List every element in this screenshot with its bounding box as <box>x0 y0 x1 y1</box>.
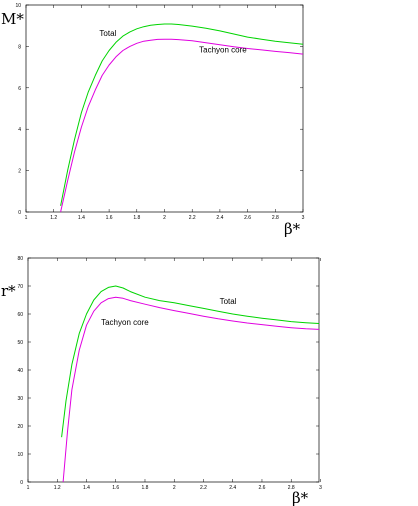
chart-radius: 1 1.2 1.4 1.6 1.8 2 2.2 2.4 2.6 2.8 30102030405060… <box>1 256 322 506</box>
x-tick-label: 2.6 <box>244 215 251 221</box>
x-axis-label: β* <box>292 489 309 506</box>
x-tick-label: 1.6 <box>106 215 113 221</box>
x-tick-label: 2.2 <box>200 485 207 491</box>
y-tick-label: 80 <box>17 256 23 262</box>
series-lines <box>61 285 320 483</box>
annotation-tachyon-core: Tachyon core <box>199 46 247 55</box>
chart-mass: 1 1.2 1.4 1.6 1.8 2 2.2 2.4 2.6 2.8 3 0 2 4 6 8 10 Total… <box>1 3 305 238</box>
y-tick-label: 30 <box>17 396 23 402</box>
x-tick-label: 1.6 <box>112 485 119 491</box>
y-tick-label: 40 <box>17 368 23 374</box>
annotation-tachyon-core: Tachyon core <box>101 318 149 327</box>
y-tick-label: 10 <box>17 452 23 458</box>
x-tick-label: 3 <box>302 215 305 221</box>
x-tick-label: 2.4 <box>216 215 223 221</box>
annotation-total: Total <box>99 29 116 38</box>
x-tick-label: 1 <box>25 215 28 221</box>
x-tick-label: 2 <box>173 485 176 491</box>
series-line-total <box>60 23 304 206</box>
y-tick-label: 20 <box>17 424 23 430</box>
y-tick-label: 70 <box>17 284 23 290</box>
y-tick-label: 6 <box>18 86 21 92</box>
x-tick-label: 1.8 <box>133 215 140 221</box>
x-tick-label: 2.4 <box>229 485 236 491</box>
x-tick-label: 1.2 <box>50 215 57 221</box>
plot-frame <box>27 257 320 483</box>
series-line-tachyon-core <box>60 38 304 213</box>
y-tick-label: 8 <box>18 44 21 50</box>
y-tick-label: 4 <box>18 127 21 133</box>
x-tick-label: 1.2 <box>54 485 61 491</box>
x-tick-label: 1.4 <box>78 215 85 221</box>
annotation-total: Total <box>220 297 237 306</box>
y-tick-label: 10 <box>15 3 21 9</box>
x-tick-label: 1.8 <box>142 485 149 491</box>
annotations: Total Tachyon core <box>101 297 237 327</box>
y-tick-label: 50 <box>17 340 23 346</box>
x-axis-label: β* <box>284 220 301 238</box>
tick-labels: 1 1.2 1.4 1.6 1.8 2 2.2 2.4 2.6 2.8 30102030405060… <box>17 256 322 491</box>
y-axis-label: r* <box>1 282 16 300</box>
y-tick-label: 0 <box>18 210 21 216</box>
tick-labels: 1 1.2 1.4 1.6 1.8 2 2.2 2.4 2.6 2.8 3 0 2 4 6 8 10 <box>15 3 304 221</box>
tick-marks <box>27 257 321 483</box>
x-tick-label: 2.8 <box>272 215 279 221</box>
x-tick-label: 2.8 <box>288 485 295 491</box>
annotations: Total Tachyon core <box>99 29 247 55</box>
x-tick-label: 2.2 <box>189 215 196 221</box>
x-tick-label: 1.4 <box>83 485 90 491</box>
y-tick-label: 2 <box>18 169 21 175</box>
series-lines <box>60 23 304 213</box>
x-tick-label: 3 <box>319 485 322 491</box>
series-line-total <box>61 285 320 438</box>
tick-marks <box>25 4 304 213</box>
x-tick-label: 2.6 <box>258 485 265 491</box>
series-line-tachyon-core <box>62 296 320 483</box>
x-tick-label: 2 <box>163 215 166 221</box>
x-tick-label: 1 <box>27 485 30 491</box>
y-axis-label: M* <box>1 10 24 28</box>
y-tick-label: 60 <box>17 312 23 318</box>
y-tick-label: 0 <box>20 480 23 486</box>
y-axis-label-main: M* <box>1 10 24 28</box>
